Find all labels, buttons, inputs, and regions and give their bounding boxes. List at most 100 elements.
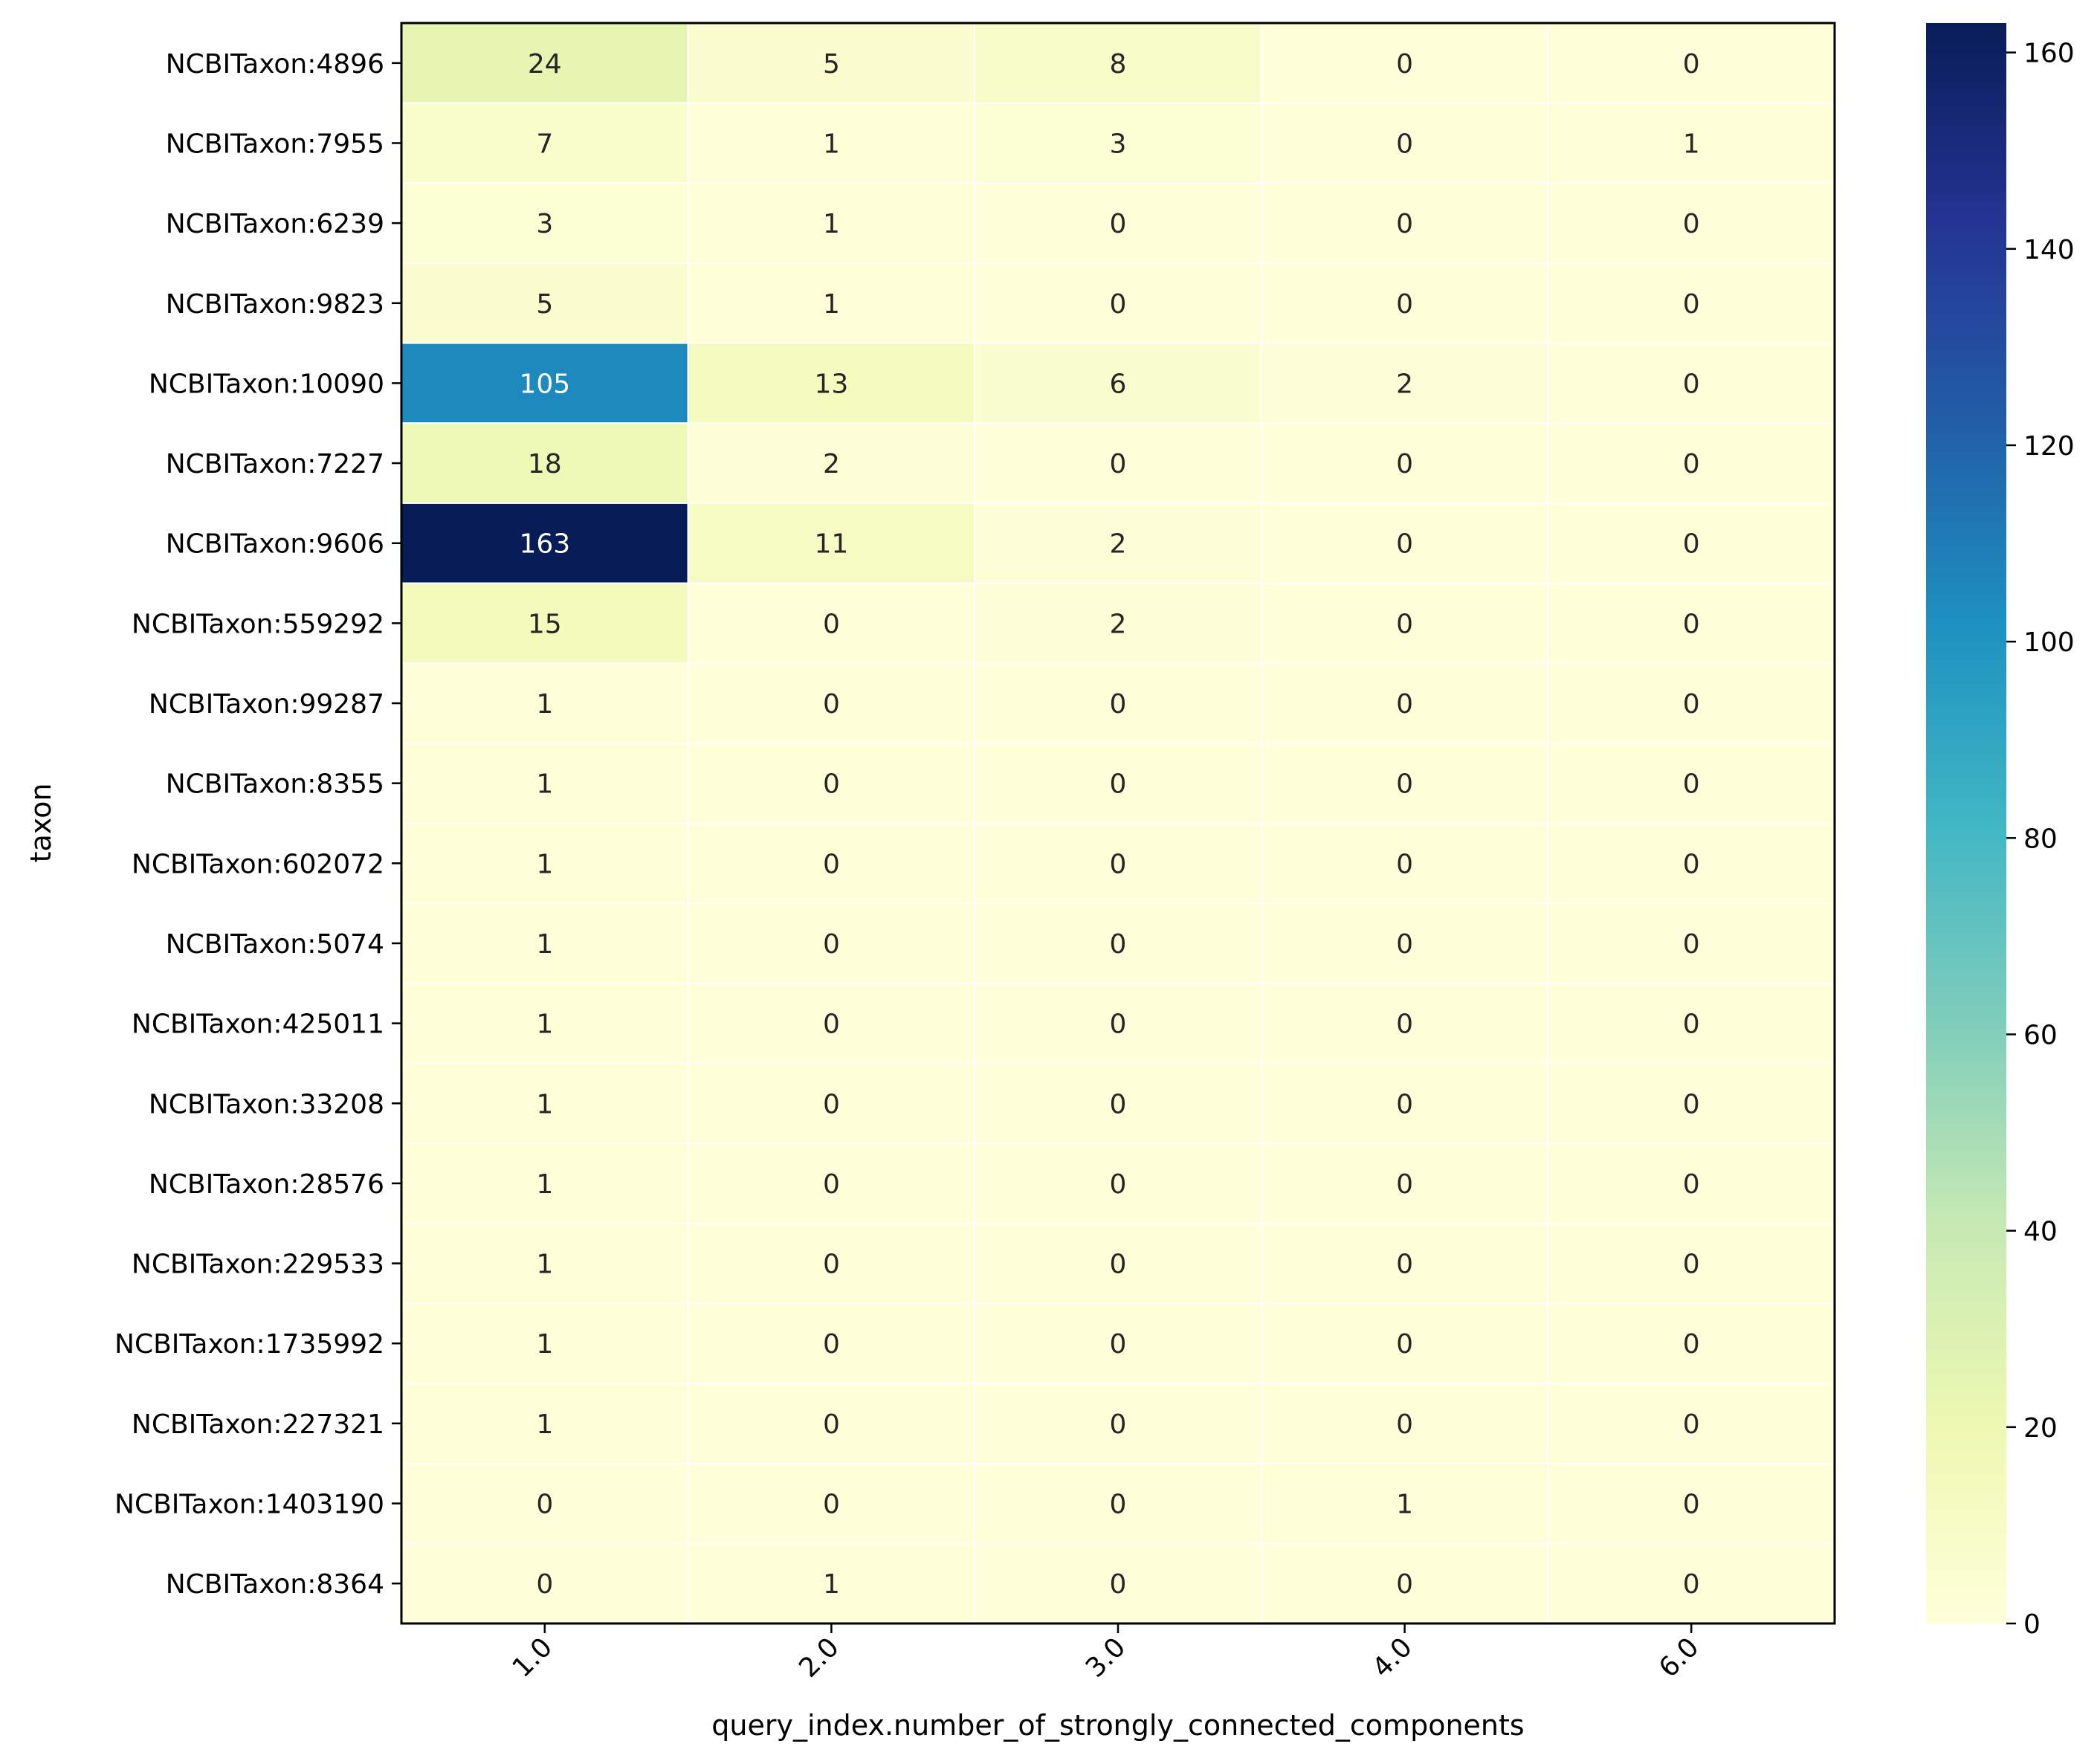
heatmap-cell: [401, 102, 689, 184]
x-tick-label: 2.0: [793, 1632, 844, 1683]
heatmap-cell-label: 5: [823, 49, 840, 80]
heatmap-cell-label: 1: [536, 1169, 553, 1200]
heatmap-cell-label: 8: [1110, 49, 1127, 80]
heatmap-cell: [687, 1462, 976, 1545]
y-tick-label: NCBITaxon:8355: [166, 769, 384, 800]
heatmap-cell-label: 0: [1110, 1329, 1127, 1360]
heatmap-cell-label: 0: [823, 1250, 840, 1280]
colorbar-tick-label: 0: [2023, 1609, 2041, 1640]
heatmap-cell: [687, 1383, 976, 1464]
heatmap-cell-label: 0: [1683, 49, 1700, 80]
heatmap-cell-label: 0: [1683, 1569, 1700, 1600]
heatmap-cell-label: 2: [1110, 529, 1127, 560]
heatmap-cell-label: 2: [1110, 609, 1127, 639]
heatmap-cell: [401, 742, 689, 824]
heatmap-cell: [1547, 1302, 1835, 1385]
heatmap-cell-label: 0: [1110, 1409, 1127, 1440]
heatmap-cell-label: 0: [1396, 1009, 1413, 1040]
heatmap-cell: [687, 422, 976, 504]
heatmap-cell-label: 0: [1110, 289, 1127, 320]
x-tick-label: 6.0: [1653, 1632, 1705, 1683]
y-tick-label: NCBITaxon:7227: [166, 449, 384, 479]
heatmap-cell: [687, 1062, 976, 1145]
heatmap-cell-label: 0: [823, 1329, 840, 1360]
y-axis: NCBITaxon:4896 NCBITaxon:7955 NCBITaxon:62…: [114, 49, 401, 1600]
heatmap-cell-label: 0: [1110, 769, 1127, 800]
heatmap-cell-label: 0: [1683, 289, 1700, 320]
heatmap-cell-label: 1: [536, 769, 553, 800]
heatmap-cell-label: 0: [1683, 369, 1700, 399]
heatmap-cell-label: 0: [1110, 1490, 1127, 1520]
colorbar-tick-label: 100: [2023, 627, 2075, 658]
heatmap-cell-label: 0: [823, 1089, 840, 1119]
heatmap-cell: [401, 1062, 689, 1145]
heatmap-cell-label: 0: [1683, 449, 1700, 479]
heatmap-cell-label: 0: [823, 849, 840, 879]
heatmap-cell-label: 0: [1110, 1009, 1127, 1040]
heatmap-cell-label: 18: [528, 449, 562, 479]
x-tick-label: 1.0: [507, 1632, 558, 1683]
heatmap-cell-label: 7: [536, 129, 553, 159]
heatmap-cell-label: 0: [1396, 849, 1413, 879]
heatmap-cell-label: 2: [823, 449, 840, 479]
heatmap-cell-label: 24: [528, 49, 562, 80]
heatmap-cell: [974, 662, 1262, 744]
heatmap-cell-label: 0: [823, 1009, 840, 1040]
heatmap-cell-label: 1: [823, 289, 840, 320]
heatmap-cell: [401, 342, 689, 424]
heatmap-cell-label: 0: [1683, 1409, 1700, 1440]
heatmap-cell-label: 0: [1396, 1169, 1413, 1200]
heatmap-cell-label: 0: [1683, 1089, 1700, 1119]
heatmap-cell-label: 0: [1683, 689, 1700, 720]
heatmap-cell-label: 0: [1683, 209, 1700, 239]
heatmap-cell: [1547, 1143, 1835, 1224]
heatmap-cell-label: 1: [536, 929, 553, 960]
heatmap-cell-label: 3: [536, 209, 553, 239]
heatmap-cell-label: 15: [528, 609, 562, 639]
heatmap-cell-label: 0: [1683, 1329, 1700, 1360]
heatmap-cell: [1547, 662, 1835, 744]
heatmap-cell-label: 0: [1110, 1089, 1127, 1119]
heatmap-cell-label: 1: [1683, 129, 1700, 159]
heatmap-cell-label: 1: [823, 129, 840, 159]
heatmap-cell: [401, 1462, 689, 1545]
heatmap-cell-label: 0: [1396, 1250, 1413, 1280]
heatmap-cell-label: 0: [1683, 1169, 1700, 1200]
heatmap-cell: [1547, 582, 1835, 665]
heatmap-cell-label: 0: [1396, 129, 1413, 159]
colorbar-tick-label: 160: [2023, 39, 2075, 69]
heatmap-cell-label: 0: [1396, 769, 1413, 800]
y-tick-label: NCBITaxon:99287: [149, 689, 384, 720]
heatmap-cell-label: 0: [1396, 1409, 1413, 1440]
heatmap-cell-label: 0: [1683, 849, 1700, 879]
heatmap-cell: [1260, 1383, 1549, 1464]
y-tick-label: NCBITaxon:9823: [166, 289, 384, 320]
heatmap-cell: [687, 182, 976, 264]
heatmap-cell-label: 0: [1110, 689, 1127, 720]
heatmap-cell: [974, 742, 1262, 824]
heatmap-cell-label: 0: [1396, 929, 1413, 960]
heatmap-cell-label: 1: [823, 1569, 840, 1600]
heatmap-cell: [401, 822, 689, 905]
heatmap-cell-label: 0: [536, 1569, 553, 1600]
heatmap-cell-label: 0: [1396, 1329, 1413, 1360]
heatmap-cell: [1547, 1462, 1835, 1545]
colorbar-tick-label: 40: [2023, 1217, 2058, 1247]
heatmap-cell: [687, 902, 976, 984]
heatmap-cell: [1260, 1462, 1549, 1545]
heatmap-cell: [687, 22, 976, 104]
colorbar-tick-label: 20: [2023, 1413, 2058, 1444]
heatmap-cell-label: 1: [1396, 1490, 1413, 1520]
heatmap-cell: [974, 1143, 1262, 1224]
colorbar-tick-label: 60: [2023, 1020, 2058, 1050]
heatmap-cell: [1260, 422, 1549, 504]
heatmap-cell-label: 0: [1110, 449, 1127, 479]
heatmap-cell: [1547, 502, 1835, 584]
heatmap-cell: [974, 1302, 1262, 1385]
heatmap-cell-label: 105: [519, 369, 570, 399]
heatmap-cell-label: 0: [1396, 49, 1413, 80]
heatmap-cell: [401, 22, 689, 104]
heatmap-cell-label: 1: [536, 1089, 553, 1119]
x-tick-label: 4.0: [1366, 1632, 1418, 1683]
